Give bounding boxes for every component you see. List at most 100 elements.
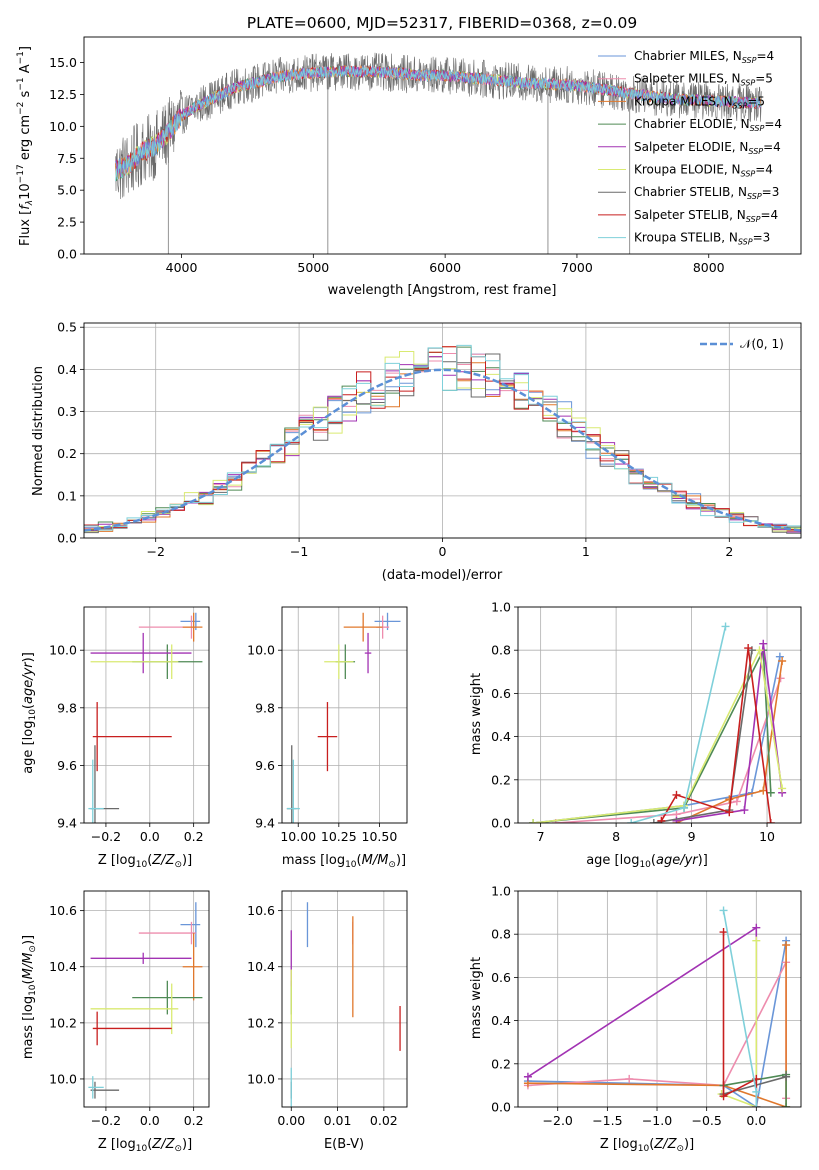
errorbar-salpeter_stelib	[92, 1011, 172, 1046]
y-tick-label: 0.0	[491, 1100, 511, 1115]
errorbar-kroupa_stelib	[88, 1076, 104, 1099]
y-tick-label: 10.4	[49, 959, 77, 974]
x-tick-label: 0.0	[140, 1113, 160, 1128]
axes-frame	[517, 606, 802, 824]
weight-marker-kroupa_miles	[725, 795, 734, 804]
x-tick-label: 0.2	[184, 1113, 204, 1128]
weight-line-kroupa_stelib	[630, 626, 727, 823]
axes-frame	[281, 890, 408, 1108]
histogram-kroupa_stelib	[84, 344, 801, 531]
errorbar-salpeter_miles	[138, 921, 196, 945]
x-tick-label: 4000	[166, 260, 198, 275]
y-tick-label: 10.6	[247, 903, 275, 918]
spectrum-legend: Chabrier MILES, NSSP=4 Salpeter MILES, NS…	[598, 49, 782, 247]
y-tick-label: 9.4	[255, 816, 275, 831]
errorbar-chabrier_stelib	[90, 1081, 120, 1099]
x-tick-label: 1	[582, 544, 590, 559]
y-tick-label: 0.6	[491, 686, 511, 701]
age-vs-metallicity-panel: −0.2 0.0 0.2 9.4 9.6 9.8 10.0	[49, 606, 210, 844]
legend-label-kroupa_elodie: Kroupa ELODIE, NSSP=4	[634, 163, 773, 179]
x-tick-label: 8	[612, 829, 620, 844]
y-tick-label: 0.5	[57, 320, 77, 335]
y-tick-label: 0.6	[491, 970, 511, 985]
weight-marker-salpeter_miles	[625, 1074, 634, 1083]
y-tick-label: 1.0	[491, 884, 511, 899]
x-tick-label: −1.0	[642, 1113, 672, 1128]
x-tick-label: 7	[537, 829, 545, 844]
y-tick-label: 2.5	[57, 215, 77, 230]
weight-marker-kroupa_miles	[778, 657, 787, 665]
y-tick-label: 10.0	[247, 643, 275, 658]
normal-legend: 𝒩(0, 1)	[700, 337, 784, 351]
normal-legend-label: 𝒩(0, 1)	[740, 337, 784, 351]
residuals-frame	[83, 322, 802, 539]
metallicity-xlabel-weight: Z [log10(Z/Z⊙)]	[600, 1137, 694, 1154]
y-tick-label: 10.2	[247, 1015, 275, 1030]
y-tick-label: 0.2	[491, 772, 511, 787]
weight-line-kroupa_elodie	[533, 647, 783, 823]
y-tick-label: 0.2	[491, 1056, 511, 1071]
legend-label-chabrier_miles: Chabrier MILES, NSSP=4	[634, 49, 774, 65]
spectrum-ylabel: Flux [fλ10−17 erg cm−2 s−1 A−1]	[16, 46, 35, 246]
y-tick-label: 10.0	[49, 1071, 77, 1086]
y-tick-label: 9.8	[57, 700, 77, 715]
weight-marker-kroupa_stelib	[752, 1087, 761, 1096]
weight-marker-salpeter_elodie	[759, 639, 768, 648]
y-tick-label: 10.4	[247, 959, 275, 974]
x-tick-label: 10	[759, 829, 775, 844]
weight-marker-kroupa_elodie	[755, 646, 764, 655]
x-tick-label: 0.02	[370, 1113, 398, 1128]
y-tick-label: 0.2	[57, 446, 77, 461]
y-tick-label: 9.6	[255, 758, 275, 773]
weight-marker-kroupa_stelib	[680, 803, 689, 812]
spectrum-line-kroupa_stelib	[115, 65, 762, 182]
weight-marker-chabrier_stelib	[649, 819, 658, 823]
histogram-steps	[84, 344, 801, 534]
y-tick-label: 0.0	[57, 247, 77, 262]
weight-marker-kroupa_elodie	[752, 936, 761, 945]
y-tick-label: 1.0	[491, 600, 511, 615]
y-tick-label: 10.2	[49, 1015, 77, 1030]
axes-frame	[517, 890, 802, 1108]
axes-frame	[281, 606, 408, 824]
mass-vs-metallicity-panel: −0.2 0.0 0.2 10.0 10.2 10.4 10.6	[49, 890, 210, 1128]
weight-lines	[523, 906, 791, 1107]
weight-marker-kroupa_elodie	[529, 819, 538, 823]
weight-line-salpeter_elodie	[676, 643, 783, 822]
y-tick-label: 0.8	[491, 643, 511, 658]
errorbar-salpeter_elodie	[90, 632, 192, 674]
weight-marker-chabrier_elodie	[766, 788, 775, 797]
weight-vs-age-panel: 7 8 9 10 0.0 0.2 0.4 0.6 0.8 1.0	[491, 600, 802, 844]
weight-marker-salpeter_stelib	[766, 819, 775, 823]
y-tick-label: 10.0	[49, 643, 77, 658]
y-tick-label: 0.4	[491, 1013, 511, 1028]
x-tick-label: −0.2	[91, 829, 121, 844]
axes-frame	[83, 890, 210, 1108]
weight-line-kroupa_stelib	[722, 910, 758, 1107]
x-tick-label: 5000	[297, 260, 329, 275]
y-tick-label: 9.4	[57, 816, 77, 831]
y-tick-label: 10.0	[247, 1071, 275, 1086]
y-tick-label: 0.1	[57, 488, 77, 503]
residuals-panel: −2 −1 0 1 2 0.0 0.1 0.2 0.3 0.4 0.5 (data-model)/e…	[31, 320, 802, 583]
normal-curve	[84, 368, 801, 532]
weight-marker-salpeter_miles	[732, 797, 741, 806]
y-tick-label: 10.6	[49, 903, 77, 918]
weight-marker-chabrier_stelib	[782, 1072, 791, 1081]
age-vs-mass-panel: 10.00 10.25 10.50 9.4 9.6 9.8 10.0	[247, 606, 408, 844]
weight-line-kroupa_elodie	[721, 940, 758, 1107]
spectrum-xlabel: wavelength [Angstrom, rest frame]	[328, 283, 557, 298]
age-ylabel: age [log10(age/yr)]	[21, 652, 38, 774]
errorbars	[88, 612, 203, 823]
mass-xlabel: mass [log10(M/M⊙)]	[282, 853, 406, 870]
spectrum-frame	[83, 36, 802, 255]
x-tick-label: −0.5	[691, 1113, 721, 1128]
x-tick-label: 0	[439, 544, 447, 559]
weight-line-salpeter_stelib	[660, 647, 772, 823]
legend-label-kroupa_miles: Kroupa MILES, NSSP=5	[634, 94, 765, 110]
weight-marker-kroupa_elodie	[778, 784, 787, 793]
weight-line-chabrier_miles	[527, 940, 787, 1107]
spectrum-lines	[115, 52, 762, 254]
weight-marker-kroupa_stelib	[627, 819, 636, 823]
